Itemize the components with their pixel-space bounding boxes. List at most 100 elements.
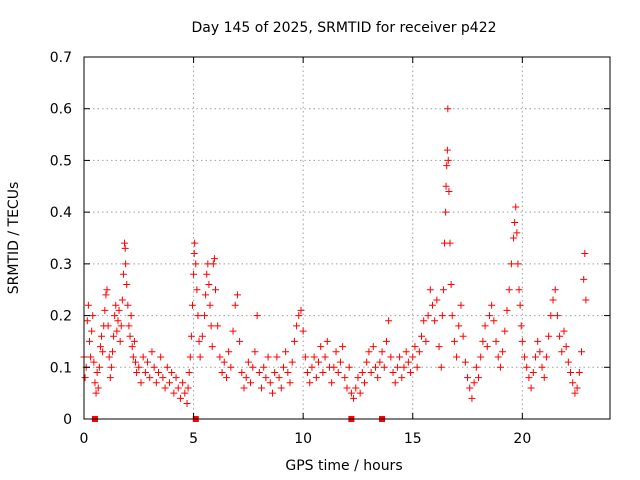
data-point — [231, 301, 239, 309]
data-point — [202, 291, 210, 299]
data-point — [453, 353, 461, 361]
data-point — [117, 322, 125, 330]
data-point — [185, 368, 193, 376]
data-point — [505, 286, 513, 294]
y-tick-label: 0.1 — [50, 360, 72, 376]
data-point — [163, 363, 171, 371]
data-point — [168, 368, 176, 376]
data-point — [110, 332, 118, 340]
data-point — [515, 286, 523, 294]
data-point — [376, 358, 384, 366]
data-point — [293, 322, 301, 330]
plot-frame — [83, 56, 611, 420]
data-point — [567, 368, 575, 376]
axis-ticks: 0 0.1 0.2 0.3 0.4 0.5 0.6 0.7 0 5 10 15 20 — [50, 50, 610, 447]
data-point — [422, 337, 430, 345]
data-point — [560, 327, 568, 335]
data-point — [483, 343, 491, 351]
data-point — [514, 260, 522, 268]
data-point — [210, 255, 218, 263]
data-point — [444, 156, 452, 164]
data-point — [137, 379, 145, 387]
data-point — [531, 353, 539, 361]
data-point — [227, 363, 235, 371]
data-point — [466, 384, 474, 392]
data-point — [323, 337, 331, 345]
data-point — [157, 353, 165, 361]
data-point — [558, 348, 566, 356]
data-point — [220, 358, 228, 366]
data-point — [413, 363, 421, 371]
data-point — [216, 353, 224, 361]
data-point — [380, 363, 388, 371]
data-point — [198, 332, 206, 340]
data-point — [273, 353, 281, 361]
data-point — [443, 146, 451, 154]
data-point — [510, 234, 518, 242]
data-point — [130, 337, 138, 345]
data-point — [99, 348, 107, 356]
data-point — [549, 296, 557, 304]
data-point — [402, 348, 410, 356]
data-point — [361, 379, 369, 387]
data-point — [262, 374, 270, 382]
data-point — [184, 384, 192, 392]
data-point — [371, 363, 379, 371]
data-point — [128, 343, 136, 351]
data-point — [251, 348, 259, 356]
data-point — [186, 353, 194, 361]
data-point — [95, 363, 103, 371]
data-point — [455, 322, 463, 330]
data-point — [389, 368, 397, 376]
data-point — [91, 379, 99, 387]
data-point — [299, 327, 307, 335]
data-point — [88, 327, 96, 335]
x-axis-label: GPS time / hours — [285, 458, 402, 474]
data-point — [225, 348, 233, 356]
data-point — [125, 322, 133, 330]
data-point — [258, 384, 266, 392]
data-point — [578, 348, 586, 356]
data-point — [393, 363, 401, 371]
data-point — [310, 353, 318, 361]
data-point — [101, 306, 109, 314]
data-point — [494, 353, 502, 361]
data-point — [350, 394, 358, 402]
data-point — [545, 332, 553, 340]
data-point — [556, 332, 564, 340]
y-tick-label: 0.7 — [50, 50, 72, 66]
data-point — [132, 358, 140, 366]
data-point — [312, 374, 320, 382]
data-point — [209, 260, 217, 268]
data-point — [404, 358, 412, 366]
data-point — [518, 337, 526, 345]
data-point — [83, 317, 91, 325]
data-point — [445, 187, 453, 195]
y-tick-label: 0 — [63, 412, 72, 428]
data-point — [470, 379, 478, 387]
data-point — [146, 374, 154, 382]
data-point — [172, 374, 180, 382]
data-point — [435, 343, 443, 351]
data-point — [92, 389, 100, 397]
data-point — [321, 353, 329, 361]
data-point — [233, 291, 241, 299]
data-point — [90, 358, 98, 366]
data-point — [553, 312, 561, 320]
data-point — [284, 368, 292, 376]
data-point — [481, 322, 489, 330]
data-point — [133, 368, 141, 376]
data-point — [268, 389, 276, 397]
data-point — [358, 368, 366, 376]
y-tick-label: 0.3 — [50, 257, 72, 273]
data-point — [418, 332, 426, 340]
data-point — [282, 348, 290, 356]
y-tick-label: 0.4 — [50, 205, 72, 221]
data-point — [385, 317, 393, 325]
data-point — [104, 322, 112, 330]
data-point — [264, 353, 272, 361]
data-point — [529, 368, 537, 376]
data-point — [212, 286, 219, 294]
data-point — [94, 384, 102, 392]
data-point — [253, 312, 261, 320]
